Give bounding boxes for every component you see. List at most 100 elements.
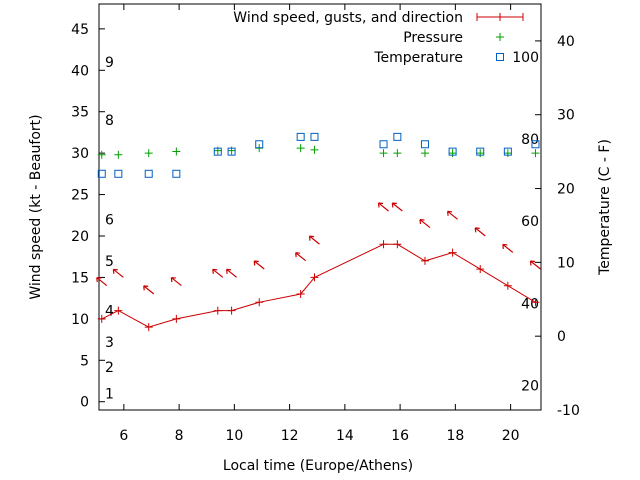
- wind-speed-point: [97, 314, 106, 323]
- wind-speed-point: [172, 314, 181, 323]
- y-left-tick-labels: 0 5 10 15 20 25 30 35 40 45: [71, 22, 89, 411]
- x-axis-label: Local time (Europe/Athens): [223, 458, 413, 474]
- pressure-point: [420, 149, 429, 158]
- legend-label-wind: Wind speed, gusts, and direction: [233, 10, 463, 26]
- pressure-point: [172, 147, 181, 156]
- temperature-point: [114, 169, 123, 178]
- wind-direction-arrow: [253, 260, 265, 270]
- pressure-point: [144, 149, 153, 158]
- y-left-tick-label: 30: [71, 146, 89, 162]
- y-left-tick-label: 5: [80, 353, 89, 369]
- y-right-tick-label: 30: [557, 108, 575, 124]
- y-left-tick-label: 0: [80, 395, 89, 411]
- beaufort-label: 6: [105, 212, 114, 228]
- legend-marker-temperature: [496, 53, 504, 61]
- y-right-tick-label: 20: [557, 182, 575, 198]
- y-left-tick-label: 15: [71, 270, 89, 286]
- wind-direction-arrow: [212, 268, 224, 278]
- y-axis-label-right: Temperature (C - F): [597, 139, 613, 276]
- pressure-point: [379, 149, 388, 158]
- pressure-point: [448, 149, 457, 158]
- wind-direction-arrow: [529, 260, 541, 270]
- pressure-point: [476, 149, 485, 158]
- temperature-point: [448, 147, 457, 156]
- wind-speed-point: [310, 273, 319, 282]
- fahrenheit-label: 100: [512, 50, 539, 66]
- wind-speed-point: [296, 290, 305, 298]
- y-left-tick-label: 35: [71, 105, 89, 121]
- temperature-point: [172, 169, 181, 178]
- plot-frame: [98, 3, 542, 411]
- beaufort-label: 4: [105, 304, 114, 320]
- temperature-point: [379, 140, 388, 149]
- temperature-point: [420, 140, 429, 149]
- y-right-tick-label: 0: [557, 329, 566, 345]
- temperature-point: [213, 147, 222, 156]
- legend: Wind speed, gusts, and direction Pressur…: [233, 10, 524, 66]
- y-left-tick-label: 25: [71, 188, 89, 204]
- wind-direction-arrow: [419, 218, 431, 229]
- series-layer: [96, 132, 541, 332]
- temperature-point: [227, 147, 236, 156]
- wind-direction-arrow: [377, 202, 389, 212]
- pressure-point: [531, 149, 540, 158]
- x-tick-labels: 6 8 10 12 14 16 18 20: [119, 428, 519, 444]
- y-left-tick-label: 40: [71, 63, 89, 79]
- beaufort-label: 1: [105, 386, 114, 402]
- wind-speed-point: [420, 256, 429, 265]
- y-right-tick-labels: -10 0 10 20 30 40: [557, 34, 580, 419]
- wind-direction-arrow: [143, 285, 155, 295]
- wind-direction-arrow: [308, 235, 320, 245]
- beaufort-label: 9: [105, 55, 114, 71]
- wind-direction-arrow: [112, 268, 124, 278]
- temperature-point: [310, 132, 319, 141]
- pressure-point: [114, 150, 123, 159]
- y-right-tick-label: 10: [557, 255, 575, 271]
- wind-speed-point: [144, 323, 153, 332]
- wind-direction-arrow: [447, 210, 458, 220]
- x-tick-label: 8: [175, 428, 184, 444]
- wind-speed-line: [101, 243, 536, 328]
- temperature-point: [531, 140, 540, 149]
- x-tick-label: 16: [391, 428, 409, 444]
- wind-direction-arrow: [170, 276, 182, 287]
- wind-speed-point: [448, 248, 457, 257]
- wind-speed-point: [114, 306, 123, 315]
- temperature-point: [476, 147, 485, 156]
- legend-label-pressure: Pressure: [403, 30, 463, 46]
- x-tick-label: 18: [446, 428, 464, 444]
- pressure-point: [97, 150, 106, 159]
- wind-speed-point: [393, 240, 402, 249]
- fahrenheit-label: 20: [521, 379, 539, 395]
- wind-speed-point: [503, 281, 512, 290]
- legend-label-temperature: Temperature: [373, 50, 463, 66]
- pressure-point: [393, 149, 402, 158]
- x-tick-label: 6: [119, 428, 128, 444]
- fahrenheit-label: 40: [521, 297, 539, 313]
- wind-speed-point: [531, 298, 540, 307]
- wind-direction-arrow: [295, 252, 307, 262]
- pressure-point: [503, 149, 512, 158]
- temperature-point: [255, 140, 264, 149]
- axis-ticks: [99, 4, 541, 411]
- temperature-point: [393, 132, 402, 141]
- wind-speed-point: [379, 240, 388, 249]
- y-right-tick-label: 40: [557, 34, 575, 50]
- fahrenheit-label: 60: [521, 214, 539, 230]
- y-right-tick-label: -10: [557, 403, 580, 419]
- fahrenheit-label: 80: [521, 132, 539, 148]
- y-left-tick-label: 45: [71, 22, 89, 38]
- beaufort-label: 3: [105, 335, 114, 351]
- beaufort-label: 8: [105, 113, 114, 129]
- beaufort-label: 5: [105, 254, 114, 270]
- temperature-point: [296, 132, 305, 141]
- wind-direction-arrow: [391, 202, 403, 212]
- pressure-point: [310, 145, 319, 154]
- y-left-tick-label: 20: [71, 229, 89, 245]
- temperature-point: [503, 147, 512, 156]
- temperature-point: [97, 169, 106, 178]
- y-axis-label-left: Wind speed (kt - Beaufort): [28, 114, 44, 299]
- fahrenheit-labels: 20 40 60 80 100: [512, 50, 539, 394]
